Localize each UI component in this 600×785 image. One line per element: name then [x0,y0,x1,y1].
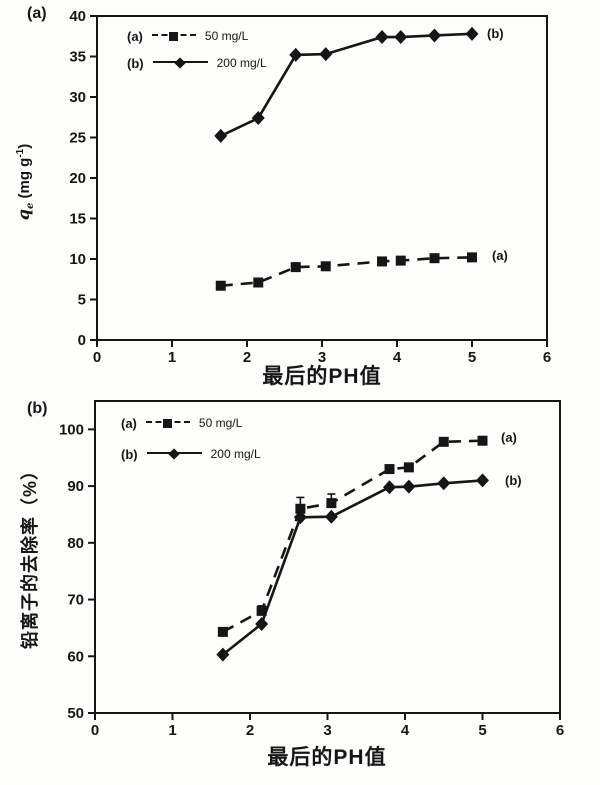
panel-a-label: (a) [27,5,47,22]
svg-text:30: 30 [69,89,86,106]
legend-label-50mgl: 50 mg/L [198,416,243,430]
svg-text:3: 3 [323,722,331,739]
dashed-square-sample-icon [145,416,190,430]
svg-text:5: 5 [468,349,476,366]
y-axis-label-removal-rate: 铅离子的去除率（%） [20,461,40,650]
diamond-marker-icon [168,448,180,460]
qe-vs-ph-chart: 0 1 2 3 4 5 6 0 5 10 15 20 25 30 35 40 [69,8,551,366]
svg-text:0: 0 [78,332,86,349]
qe-subscript: e [25,202,36,210]
svg-text:0: 0 [93,349,101,366]
legend-row-50mgl: (a) 50 mg/L [121,414,261,432]
svg-text:3: 3 [318,349,326,366]
svg-text:2: 2 [246,722,254,739]
svg-text:5: 5 [78,292,86,309]
svg-text:10: 10 [69,251,86,268]
solid-diamond-sample-icon [146,447,202,461]
series-b-end-label: (b) [505,473,522,488]
legend-chart-b: (a) 50 mg/L (b) 200 mg/L [121,414,261,463]
svg-text:90: 90 [67,478,84,495]
svg-text:40: 40 [69,8,86,25]
svg-text:100: 100 [59,421,84,438]
legend-key-b: (b) [121,446,138,462]
svg-text:1: 1 [168,349,176,366]
svg-text:0: 0 [91,722,99,739]
qe-symbol: q [14,209,33,221]
solid-diamond-sample-icon [152,56,208,70]
dashed-square-sample-icon [151,29,196,43]
qe-units: (mg g [16,157,33,203]
svg-text:60: 60 [67,648,84,665]
legend-row-200mgl: (b) 200 mg/L [121,445,261,463]
legend-key-a: (a) [121,415,137,431]
square-marker-icon [163,418,173,428]
svg-text:20: 20 [69,170,86,187]
y-axis-label-qe: qe (mg g-1) [14,122,36,242]
legend-label-200mgl: 200 mg/L [216,56,267,70]
legend-chart-a: (a) 50 mg/L (b) 200 mg/L [127,27,267,72]
svg-text:6: 6 [556,722,564,739]
svg-text:50: 50 [67,705,84,722]
x-axis-label-ph: 最后的PH值 [262,365,382,388]
svg-text:70: 70 [67,592,84,609]
svg-text:25: 25 [69,130,86,147]
legend-label-200mgl: 200 mg/L [210,447,261,461]
diamond-marker-icon [174,57,186,69]
removal-rate-vs-ph-chart: 0 1 2 3 4 5 6 50 60 70 80 90 100 [59,400,564,739]
svg-text:6: 6 [543,349,551,366]
svg-text:4: 4 [393,349,402,366]
svg-text:4: 4 [401,722,410,739]
legend-row-50mgl: (a) 50 mg/L [127,27,267,45]
series-a-end-label: (a) [492,248,508,263]
series-a-end-label: (a) [501,430,517,445]
svg-text:2: 2 [243,349,251,366]
svg-text:5: 5 [478,722,486,739]
x-axis-label-ph: 最后的PH值 [267,746,387,769]
square-marker-icon [169,31,179,41]
chart-panel-a: 0 1 2 3 4 5 6 0 5 10 15 20 25 30 35 40 (a) qe (mg g-1) … [0,0,600,392]
series-b-end-label: (b) [487,26,504,41]
svg-text:80: 80 [67,535,84,552]
legend-key-a: (a) [127,28,143,44]
svg-text:35: 35 [69,49,86,66]
legend-row-200mgl: (b) 200 mg/L [127,54,267,72]
qe-units-exponent: -1 [15,148,26,158]
chart-panel-b: 0 1 2 3 4 5 6 50 60 70 80 90 100 (b) 铅离子的去除率（%） (a) … [0,392,600,785]
qe-units-close: ) [16,143,33,149]
svg-text:15: 15 [69,211,86,228]
panel-b-label: (b) [27,400,48,417]
svg-text:1: 1 [168,722,176,739]
legend-key-b: (b) [127,55,144,71]
legend-label-50mgl: 50 mg/L [204,29,249,43]
